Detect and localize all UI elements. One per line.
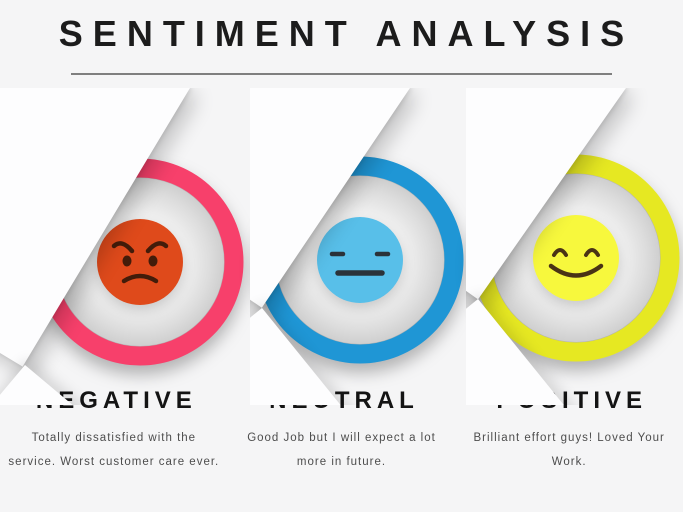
- corner-sheet: [466, 299, 683, 405]
- neutral-face-icon: [317, 217, 403, 303]
- neutral-description: Good Job but I will expect a lot more in…: [247, 432, 436, 469]
- page-title: SENTIMENT ANALYSIS: [58, 13, 635, 54]
- diagonal-sheet: [250, 88, 410, 308]
- positive-description: Brilliant effort guys! Loved Your Work.: [473, 432, 665, 469]
- header: SENTIMENT ANALYSIS: [0, 10, 683, 58]
- positive-ring: [472, 154, 680, 362]
- paper-cut-layer-negative: [0, 88, 250, 405]
- paper-cut-layer-positive: [466, 88, 683, 405]
- right-eyebrow: [145, 241, 169, 254]
- diagonal-sheet: [0, 88, 190, 367]
- corner-sheet: [250, 308, 466, 405]
- smile-mouth: [548, 263, 604, 278]
- diagonal-sheet: [466, 88, 626, 300]
- angry-face-icon: [97, 219, 183, 305]
- left-eye: [122, 255, 132, 267]
- happy-face-icon: [533, 215, 619, 301]
- right-eye: [148, 255, 158, 267]
- sentiment-circles-strip: [0, 88, 683, 405]
- left-eye: [552, 248, 568, 257]
- right-eye: [584, 248, 600, 257]
- negative-description: Totally dissatisfied with the service. W…: [8, 432, 220, 469]
- paper-cut-layer-neutral: [250, 88, 466, 405]
- left-eyebrow: [111, 241, 135, 254]
- corner-sheet: [0, 365, 250, 405]
- frown-mouth: [121, 273, 159, 284]
- title-divider: [71, 73, 612, 75]
- captions-row: NEGATIVE Totally dissatisfied with the s…: [0, 386, 683, 474]
